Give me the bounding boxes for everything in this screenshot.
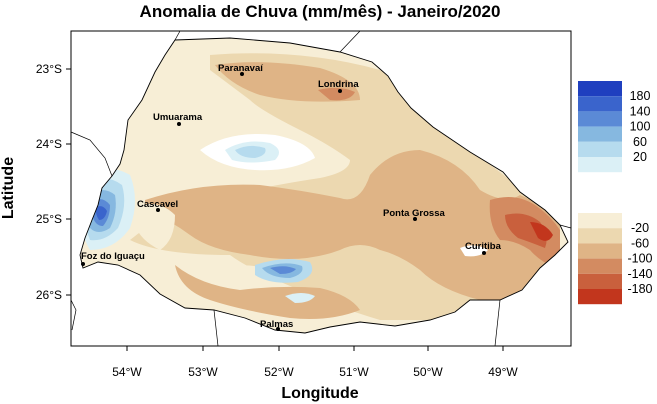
lat-tick-label: 23°S [36, 62, 62, 76]
legend-negative-label: -20 [631, 221, 649, 235]
legend-positive-swatch [578, 126, 622, 142]
city-dot-curitiba [482, 251, 486, 255]
state-border [79, 37, 569, 334]
city-label-ponta-grossa: Ponta Grossa [383, 208, 445, 219]
legend-negative-label: -140 [627, 267, 652, 281]
city-label-palmas: Palmas [260, 319, 293, 330]
legend-positive-label: 60 [633, 135, 647, 149]
lat-tick-label: 25°S [36, 212, 62, 226]
lon-tick-label: 51°W [339, 365, 369, 379]
legend-positive-swatch [578, 141, 622, 157]
city-dot-foz-do-iguacu [81, 262, 85, 266]
y-axis-title: Latitude [0, 157, 17, 219]
lat-tick-label: 26°S [36, 288, 62, 302]
neighbor-borders [70, 30, 572, 347]
lat-tick-label: 24°S [36, 137, 62, 151]
legend-negative-swatch [578, 228, 622, 244]
city-dot-ponta-grossa [413, 217, 417, 221]
city-label-cascavel: Cascavel [137, 199, 178, 210]
city-label-paranavai: Paranavaí [218, 63, 263, 74]
lat-axis: 23°S 24°S 25°S 26°S [36, 62, 71, 302]
lon-tick-label: 49°W [488, 365, 518, 379]
legend-positive-swatch [578, 157, 622, 173]
legend-negative-label: -60 [631, 236, 649, 250]
city-label-londrina: Londrina [318, 79, 359, 90]
legend-negative-label: -100 [627, 252, 652, 266]
city-label-umuarama: Umuarama [153, 112, 203, 123]
legend-negative-swatch [578, 213, 622, 229]
legend-positive-swatch [578, 81, 622, 97]
lon-axis: 54°W 53°W 52°W 51°W 50°W 49°W [112, 346, 518, 379]
legend-negative: -20-60 -100-140-180 [578, 213, 653, 305]
lon-tick-label: 50°W [413, 365, 443, 379]
map-title: Anomalia de Chuva (mm/mês) - Janeiro/202… [140, 2, 501, 21]
legend-negative-swatch [578, 289, 622, 305]
legend-positive-label: 180 [630, 89, 651, 103]
legend-positive-swatch [578, 96, 622, 112]
legend-negative-label: -180 [627, 282, 652, 296]
anomaly-field [80, 38, 568, 333]
city-label-curitiba: Curitiba [465, 241, 502, 252]
legend-negative-swatch [578, 273, 622, 289]
legend-positive-label: 140 [630, 104, 651, 118]
legend-positive-label: 20 [633, 150, 647, 164]
city-dot-londrina [338, 89, 342, 93]
city-dot-cascavel [156, 208, 160, 212]
legend-positive-swatch [578, 111, 622, 127]
legend-negative-swatch [578, 243, 622, 259]
legend-positive-label: 100 [630, 120, 651, 134]
x-axis-title: Longitude [281, 385, 358, 402]
legend-negative-swatch [578, 258, 622, 274]
lon-tick-label: 52°W [264, 365, 294, 379]
lon-tick-label: 53°W [188, 365, 218, 379]
city-dot-palmas [276, 327, 280, 331]
lon-tick-label: 54°W [112, 365, 142, 379]
city-dot-umuarama [177, 122, 181, 126]
city-markers: Paranavaí Londrina Umuarama Cascavel Pon… [81, 63, 502, 331]
city-label-foz-do-iguacu: Foz do Iguaçu [81, 251, 145, 262]
city-dot-paranavai [240, 72, 244, 76]
